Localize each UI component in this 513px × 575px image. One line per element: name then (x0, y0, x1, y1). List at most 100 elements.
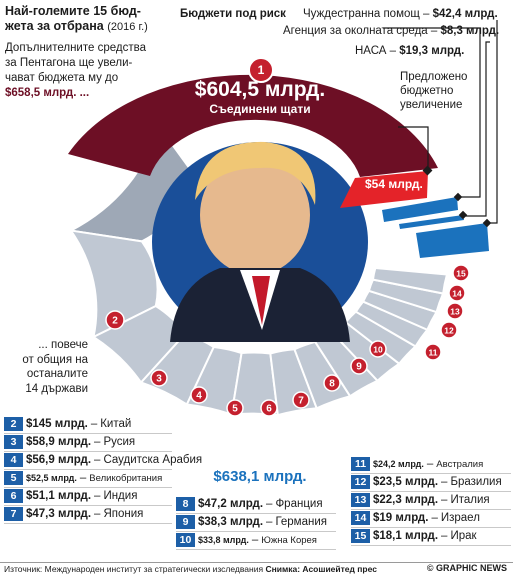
budget-value: $22,3 млрд. (373, 494, 439, 506)
separator: – (266, 498, 273, 510)
row-divider (4, 433, 172, 434)
country-row: 14 $19 млрд. – Израел (351, 510, 480, 526)
nasa-label: НАСА – (355, 45, 397, 57)
budget-value: $18,1 млрд. (373, 530, 439, 542)
separator: – (266, 516, 273, 528)
country-name: Бразилия (450, 476, 502, 488)
country-name: Австралия (436, 458, 484, 470)
country-row: 4 $56,9 млрд. – Саудитска Арабия (4, 452, 202, 468)
rank-number: 12 (351, 475, 370, 489)
row-divider (351, 491, 511, 492)
budget-value: $19 млрд. (373, 512, 429, 524)
rank-number: 6 (4, 489, 23, 503)
photo-credit: Снимка: Асошиейтед прес (265, 564, 377, 574)
separator: – (431, 512, 438, 524)
proposed-line-1: Предложено (400, 71, 468, 83)
rank-badge: 9 (350, 357, 368, 375)
environment-agency-entry: Агенция за околната среда – $8,3 млрд. (283, 24, 499, 39)
portrait-photo (152, 141, 368, 342)
separator: – (441, 530, 448, 542)
country-name: Русия (103, 436, 136, 448)
more-line-1: ... повече (38, 339, 88, 351)
rank-number: 15 (351, 529, 370, 543)
separator: – (94, 436, 101, 448)
rank-number: 7 (4, 507, 23, 521)
rank-badge-number: 4 (196, 391, 202, 402)
rank-number: 13 (351, 493, 370, 507)
budget-value: $56,9 млрд. (26, 454, 92, 466)
rank-badge-number: 6 (266, 404, 272, 415)
rank-badge: 7 (292, 391, 310, 409)
rank-badges: 2 3 4 5 6 7 8 9 10 11 12 13 14 15 (105, 264, 470, 417)
title-line-2: жета за отбрана (5, 19, 104, 33)
country-name: Италия (450, 494, 490, 506)
row-divider (4, 523, 172, 524)
budget-value: $52,5 млрд. (26, 473, 77, 483)
country-name: Япония (103, 508, 144, 520)
separator: – (426, 458, 434, 470)
country-row: 7 $47,3 млрд. – Япония (4, 506, 143, 522)
budget-value: $23,5 млрд. (373, 476, 439, 488)
graphic-news-credit: © GRAPHIC NEWS (426, 563, 507, 573)
country-row: 5 $52,5 млрд. – Великобритания (4, 470, 162, 486)
country-name: Великобритания (89, 472, 163, 484)
intro-text: Допълнителните средства за Пентагона ще … (5, 41, 146, 101)
rank-badge: 13 (446, 302, 464, 320)
country-name: Южна Корея (261, 534, 317, 546)
proposed-increase-note: Предложено бюджетно увеличение (400, 70, 467, 112)
nasa-value: $19,3 млрд. (399, 45, 465, 57)
budgets-at-risk-heading: Бюджети под риск (180, 8, 286, 20)
separator: – (251, 534, 259, 546)
separator: – (90, 418, 98, 430)
row-divider (351, 527, 511, 528)
rank-badge: 2 (105, 310, 125, 330)
separator: – (94, 454, 101, 466)
rank-number: 11 (351, 457, 370, 471)
rank-badge-number: 5 (232, 404, 238, 415)
country-name: Германия (275, 516, 327, 528)
row-divider (4, 487, 172, 488)
proposed-increase-bar (340, 171, 428, 208)
usa-rank-badge: 1 (248, 57, 274, 83)
rank-badge: 5 (226, 399, 244, 417)
budget-value: $38,3 млрд. (198, 516, 264, 528)
usa-budget-arc (68, 74, 438, 177)
country-name: Индия (103, 490, 138, 502)
rank-badge: 8 (323, 374, 341, 392)
row-divider (4, 505, 172, 506)
country-row: 8 $47,2 млрд. – Франция (176, 496, 323, 512)
country-row: 3 $58,9 млрд. – Русия (4, 434, 135, 450)
rank-badge-number: 11 (429, 348, 438, 358)
row-divider (176, 513, 336, 514)
country-name: Саудитска Арабия (103, 454, 203, 466)
country-name: Ирак (450, 530, 477, 542)
more-than-rest-note: ... повече от общия на останалите 14 дър… (2, 338, 88, 396)
rank-badge: 11 (424, 343, 442, 361)
rank-badge: 10 (369, 340, 387, 358)
country-row: 13 $22,3 млрд. – Италия (351, 492, 490, 508)
increase-value: $54 млрд. (365, 177, 423, 191)
row-divider (176, 549, 336, 550)
country-ring-segment (371, 266, 449, 295)
intro-line-1: Допълнителните средства (5, 42, 146, 54)
separator: – (79, 472, 87, 484)
rank-badge-number: 10 (373, 345, 383, 355)
foreign-aid-value: $42,4 млрд. (432, 8, 498, 20)
foreign-aid-label: Чуждестранна помощ – (303, 8, 430, 20)
country-row: 6 $51,1 млрд. – Индия (4, 488, 137, 504)
more-line-3: останалите (26, 368, 88, 380)
row-divider (351, 473, 511, 474)
country-name: Израел (440, 512, 480, 524)
country-row: 9 $38,3 млрд. – Германия (176, 514, 327, 530)
footer-divider (0, 562, 513, 563)
budgets-at-risk-bars (382, 197, 489, 258)
rank-badge: 3 (150, 369, 168, 387)
budget-value: $51,1 млрд. (26, 490, 92, 502)
more-line-2: от общия на (22, 353, 88, 366)
row-divider (4, 451, 172, 452)
country-row: 2 $145 млрд. – Китай (4, 416, 131, 432)
country-row: 15 $18,1 млрд. – Ирак (351, 528, 477, 544)
more-line-4: 14 държави (25, 382, 88, 395)
intro-amount: $658,5 млрд. ... (5, 87, 90, 99)
